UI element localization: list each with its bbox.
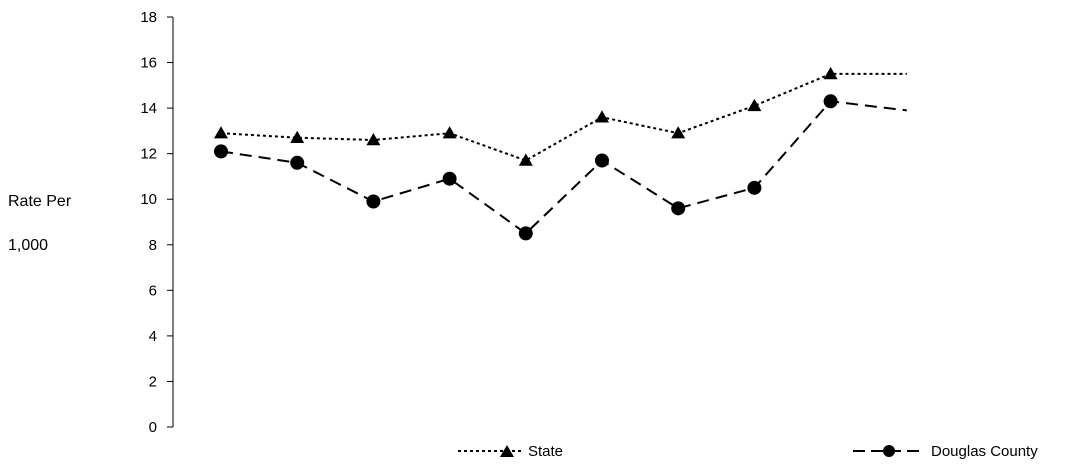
data-point-triangle: [671, 126, 686, 139]
data-point-circle: [823, 94, 838, 109]
y-axis: 0 2 4 6 8 10 12 14 16 18: [140, 9, 174, 436]
series-layer: [214, 66, 907, 241]
y-tick-label: 0: [149, 419, 157, 436]
series-line: [220, 100, 907, 235]
y-tick-label: 10: [140, 191, 157, 208]
legend-item-state: State: [458, 443, 563, 460]
y-tick-label: 8: [149, 237, 157, 254]
data-point-triangle: [823, 66, 838, 80]
series-line: [220, 72, 907, 162]
legend-label-douglas-county: Douglas County: [931, 443, 1038, 460]
data-point-triangle: [214, 126, 228, 139]
data-point-triangle: [747, 98, 762, 112]
data-point-circle: [595, 153, 609, 168]
data-point-circle: [214, 144, 228, 159]
legend-item-douglas-county: Douglas County: [853, 443, 1038, 460]
data-point-triangle: [595, 110, 609, 123]
data-point-triangle: [518, 153, 533, 166]
legend-marker-circle: [883, 445, 895, 457]
y-tick-label: 12: [140, 146, 157, 163]
series-douglas-county: [214, 94, 907, 241]
y-tick-label: 4: [149, 328, 157, 345]
data-point-circle: [290, 155, 305, 170]
legend-label-state: State: [528, 443, 563, 460]
y-tick-label: 6: [149, 282, 157, 299]
y-axis-label-line-1: Rate Per: [8, 193, 72, 210]
data-point-triangle: [290, 130, 305, 143]
data-point-triangle: [442, 126, 457, 139]
data-point-circle: [442, 171, 457, 186]
data-point-circle: [671, 201, 686, 216]
data-point-circle: [518, 226, 533, 241]
legend: State Douglas County: [458, 443, 1038, 460]
legend-marker-triangle: [500, 445, 514, 457]
y-tick-label: 14: [140, 100, 157, 117]
data-point-triangle: [366, 133, 381, 146]
y-axis-label-line-2: 1,000: [8, 237, 48, 254]
y-tick-label: 18: [140, 9, 157, 26]
data-point-circle: [366, 194, 381, 209]
y-axis-label: Rate Per 1,000: [8, 193, 72, 254]
data-point-circle: [747, 180, 762, 195]
series-state: [214, 66, 907, 166]
y-tick-label: 16: [140, 55, 157, 72]
y-tick-label: 2: [149, 373, 157, 390]
